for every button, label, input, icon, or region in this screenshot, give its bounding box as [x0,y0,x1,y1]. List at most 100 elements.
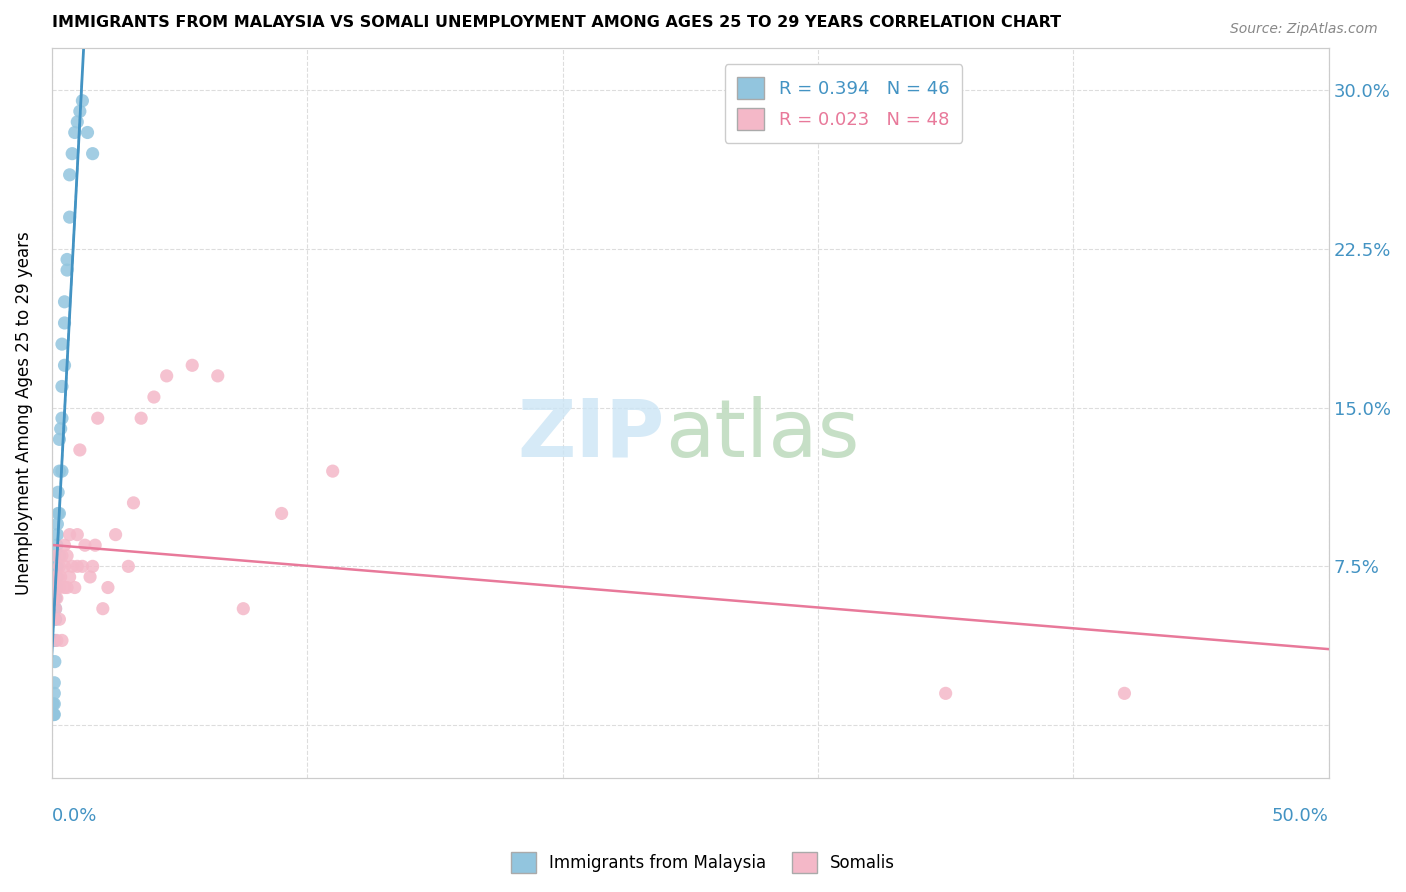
Point [69,442,91,457]
Legend: Immigrants from Malaysia, Somalis: Immigrants from Malaysia, Somalis [505,846,901,880]
Point [270,507,292,521]
Point [44,675,66,690]
Point [48,612,70,626]
Point [56,263,79,277]
Point [46,527,69,541]
Point [53,294,76,309]
Point [104,527,127,541]
Point [51,633,73,648]
Point [44,655,66,669]
Point [46,507,69,521]
Y-axis label: Unemployment Among Ages 25 to 29 years: Unemployment Among Ages 25 to 29 years [15,231,32,595]
Point [42,707,65,722]
Point [48,507,70,521]
Point [48,581,70,595]
Point [45,591,67,606]
Point [42,707,65,722]
Point [82,559,104,574]
Legend: R = 0.394   N = 46, R = 0.023   N = 48: R = 0.394 N = 46, R = 0.023 N = 48 [724,64,962,143]
Point [97,581,120,595]
Point [45,549,67,563]
Point [44,686,66,700]
Point [207,368,229,383]
Point [84,538,107,552]
Point [181,359,204,373]
Point [91,601,114,615]
Text: IMMIGRANTS FROM MALAYSIA VS SOMALI UNEMPLOYMENT AMONG AGES 25 TO 29 YEARS CORREL: IMMIGRANTS FROM MALAYSIA VS SOMALI UNEMP… [52,15,1062,30]
Point [82,146,104,161]
Point [45,559,67,574]
Point [51,379,73,393]
Point [122,496,145,510]
Point [48,549,70,563]
Point [45,559,67,574]
Point [63,581,86,595]
Point [45,601,67,615]
Point [42,591,65,606]
Point [60,146,83,161]
Text: 0.0%: 0.0% [52,807,97,825]
Text: ZIP: ZIP [517,396,665,474]
Point [56,581,79,595]
Text: 50.0%: 50.0% [1272,807,1329,825]
Point [72,559,94,574]
Point [45,581,67,595]
Point [48,464,70,478]
Point [66,559,89,574]
Point [322,464,344,478]
Point [72,94,94,108]
Point [44,633,66,648]
Point [76,126,98,140]
Point [73,538,96,552]
Point [129,411,152,425]
Point [51,549,73,563]
Point [117,559,139,574]
Point [48,433,70,447]
Point [53,359,76,373]
Point [45,581,67,595]
Point [42,707,65,722]
Point [51,337,73,351]
Point [79,570,101,584]
Point [53,538,76,552]
Point [45,570,67,584]
Point [53,581,76,595]
Point [66,115,89,129]
Point [87,411,110,425]
Point [44,707,66,722]
Point [48,559,70,574]
Point [44,570,66,584]
Point [56,549,79,563]
Point [59,210,82,224]
Point [1114,686,1136,700]
Point [142,390,165,404]
Point [46,570,69,584]
Point [51,411,73,425]
Point [51,464,73,478]
Point [53,316,76,330]
Point [59,570,82,584]
Point [59,527,82,541]
Point [60,559,83,574]
Point [63,126,86,140]
Point [45,633,67,648]
Point [44,612,66,626]
Point [59,168,82,182]
Point [46,485,69,500]
Point [66,527,89,541]
Point [935,686,957,700]
Point [56,252,79,267]
Point [49,422,72,436]
Point [45,612,67,626]
Point [53,559,76,574]
Point [45,601,67,615]
Point [156,368,179,383]
Point [46,516,69,531]
Text: Source: ZipAtlas.com: Source: ZipAtlas.com [1230,22,1378,37]
Text: atlas: atlas [665,396,859,474]
Point [42,697,65,711]
Point [69,104,91,119]
Point [232,601,254,615]
Point [45,549,67,563]
Point [45,591,67,606]
